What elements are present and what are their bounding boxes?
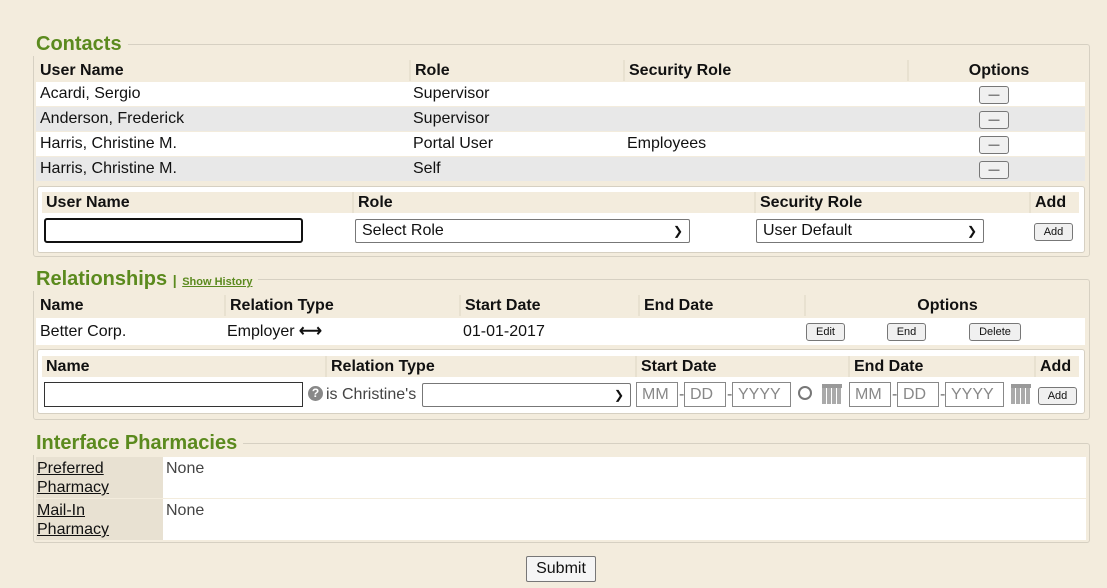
chevron-down-icon: ❯ [613,388,624,402]
end-month-input[interactable]: MM [849,382,891,407]
contact-role: Self [413,160,441,177]
add-rel-col-name: Name [42,356,325,377]
relationship-name: Better Corp. [40,323,127,340]
dash: - [940,386,946,403]
contact-row: Anderson, Frederick Supervisor — [36,107,1085,131]
contact-role: Supervisor [413,110,490,127]
pharmacies-section [33,443,1090,543]
mail-in-pharmacy-link[interactable]: Mail-In Pharmacy [36,499,163,540]
add-col-user-name: User Name [42,192,352,213]
contact-name: Harris, Christine M. [40,135,177,152]
preferred-pharmacy-value: None [166,460,205,477]
contact-row: Harris, Christine M. Self — [36,157,1085,181]
relation-type-select[interactable]: ❯ [422,383,631,407]
relationships-title: Relationships | Show History [33,268,259,291]
dash: - [892,386,898,403]
chevron-down-icon: ❯ [672,224,683,238]
pharmacies-title: Interface Pharmacies [33,432,244,455]
contact-role: Portal User [413,135,494,152]
add-contact-button[interactable]: Add [1034,223,1073,241]
rel-col-name: Name [36,295,224,316]
contact-row: Harris, Christine M. Portal User Employe… [36,132,1085,156]
end-year-input[interactable]: YYYY [945,382,1004,407]
submit-button[interactable]: Submit [526,556,596,582]
start-month-input[interactable]: MM [636,382,678,407]
relationships-section [33,279,1090,420]
link-text[interactable]: Mail-In [37,502,86,519]
link-text[interactable]: Pharmacy [37,479,110,496]
delete-button[interactable]: Delete [969,323,1021,341]
separator: | [172,272,177,288]
link-text[interactable]: Preferred [37,460,104,477]
relationship-row: Better Corp. Employer ⟷ 01-01-2017 Edit … [36,318,1085,345]
end-button[interactable]: End [887,323,926,341]
start-day-input[interactable]: DD [684,382,726,407]
security-select-value: User Default [763,222,852,239]
rel-col-type: Relation Type [224,295,459,316]
start-year-input[interactable]: YYYY [732,382,791,407]
contact-name: Acardi, Sergio [40,85,141,102]
add-col-security-role: Security Role [754,192,1029,213]
relationship-name-input[interactable] [44,382,303,407]
remove-contact-button[interactable]: — [979,86,1009,104]
pharmacy-row-mail-in: Mail-In Pharmacy None [36,499,1086,540]
dash: - [679,386,685,403]
add-rel-col-add: Add [1034,356,1079,377]
link-text[interactable]: Pharmacy [37,521,110,538]
add-relationship-button[interactable]: Add [1038,387,1077,405]
is-label: is Christine's [326,386,417,403]
col-security-role: Security Role [623,60,907,81]
pharmacy-row-preferred: Preferred Pharmacy None [36,457,1086,498]
preferred-pharmacy-link[interactable]: Preferred Pharmacy [36,457,163,498]
chevron-down-icon: ❯ [966,224,977,238]
remove-contact-button[interactable]: — [979,111,1009,129]
contacts-section [33,44,1090,257]
help-icon[interactable]: ? [308,386,323,401]
contacts-title: Contacts [33,33,128,56]
col-options: Options [907,60,1085,81]
col-user-name: User Name [36,60,409,81]
user-name-input[interactable] [44,218,303,243]
add-rel-col-start: Start Date [635,356,848,377]
relationship-type: Employer ⟷ [227,318,322,345]
edit-button[interactable]: Edit [806,323,845,341]
remove-contact-button[interactable]: — [979,136,1009,154]
end-day-input[interactable]: DD [897,382,939,407]
security-role-select[interactable]: User Default ❯ [756,219,984,243]
calendar-icon[interactable] [1011,384,1031,404]
rel-col-options: Options [804,295,1085,316]
contact-name: Anderson, Frederick [40,110,185,127]
rel-col-end: End Date [638,295,804,316]
dash: - [727,386,733,403]
role-select-value: Select Role [362,222,444,239]
col-role: Role [409,60,623,81]
add-rel-col-end: End Date [848,356,1034,377]
clock-icon[interactable] [798,386,812,400]
show-history-link[interactable]: Show History [182,276,253,288]
bidirectional-arrow-icon: ⟷ [299,323,322,340]
role-select[interactable]: Select Role ❯ [355,219,690,243]
add-rel-col-type: Relation Type [325,356,635,377]
add-col-role: Role [352,192,754,213]
relationship-start: 01-01-2017 [463,323,545,340]
contact-row: Acardi, Sergio Supervisor — [36,82,1085,106]
contact-name: Harris, Christine M. [40,160,177,177]
add-col-add: Add [1029,192,1079,213]
contact-role: Supervisor [413,85,490,102]
relationships-title-text: Relationships [36,268,168,290]
rel-col-start: Start Date [459,295,638,316]
relationship-type-text: Employer [227,323,295,340]
calendar-icon[interactable] [822,384,842,404]
contact-security: Employees [627,135,707,152]
mail-in-pharmacy-value: None [166,502,205,519]
remove-contact-button[interactable]: — [979,161,1009,179]
